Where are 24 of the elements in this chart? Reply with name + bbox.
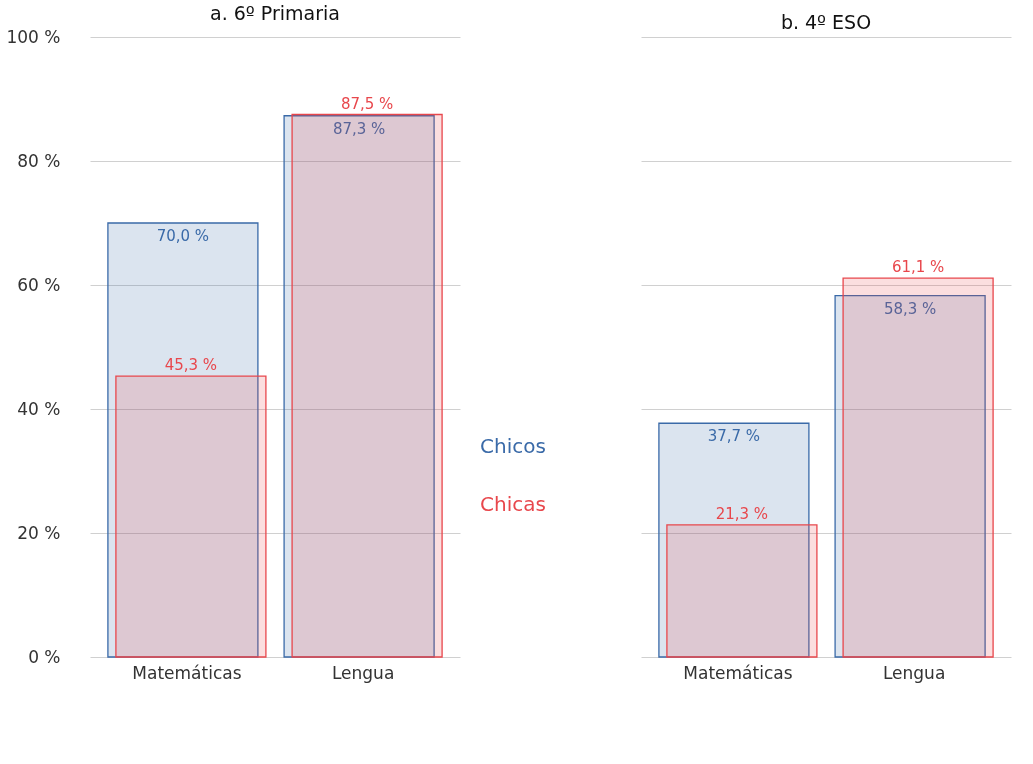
data-label: 45,3 % — [164, 356, 218, 375]
y-tick-label: 80 % — [17, 150, 61, 171]
bar — [115, 375, 267, 658]
chart-title: a. 6º Primaria — [210, 2, 340, 24]
y-tick-label: 20 % — [17, 522, 61, 543]
bar — [666, 524, 818, 658]
data-label: 58,3 % — [883, 299, 937, 318]
x-tick-label: Matemáticas — [683, 662, 793, 683]
x-tick-label: Matemáticas — [132, 662, 242, 683]
text: Chicos — [480, 434, 546, 458]
data-label: 87,5 % — [340, 94, 394, 113]
x-tick-label: Lengua — [331, 662, 395, 683]
y-tick-label: 0 % — [28, 646, 61, 667]
data-label: 87,3 % — [332, 119, 386, 138]
x-tick-label: Lengua — [882, 662, 946, 683]
data-label: 37,7 % — [707, 427, 761, 446]
y-tick-label: 60 % — [17, 274, 61, 295]
chart-title: b. 4º ESO — [780, 11, 872, 33]
data-label: 70,0 % — [156, 227, 210, 245]
series-label: Chicas — [480, 492, 546, 516]
y-tick-label: 100 % — [6, 26, 61, 47]
data-label: 21,3 % — [715, 504, 769, 523]
y-tick-label: 40 % — [17, 398, 61, 419]
data-label: 61,1 % — [891, 258, 945, 277]
